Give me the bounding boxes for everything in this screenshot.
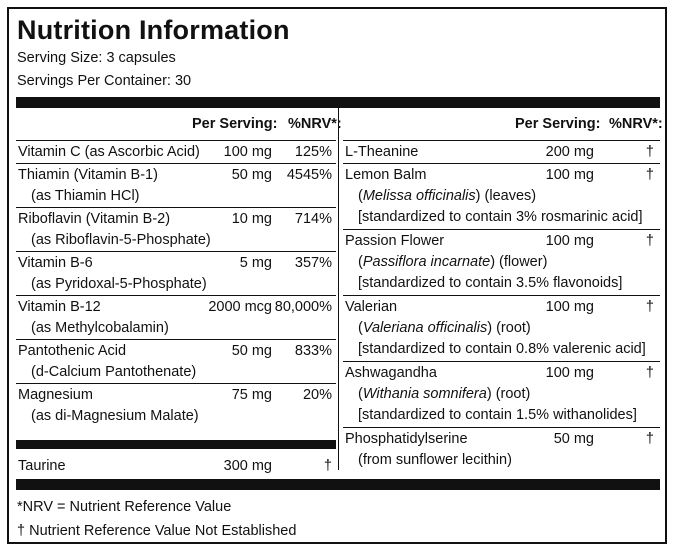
table-row: Vitamin C (as Ascorbic Acid) 100 mg 125% bbox=[16, 141, 336, 164]
table-row: Riboflavin (Vitamin B-2) (as Riboflavin-… bbox=[16, 208, 336, 252]
page-title: Nutrition Information bbox=[17, 15, 290, 45]
plant-part: (leaves) bbox=[480, 188, 537, 204]
nutrient-amount: 50 mg bbox=[231, 343, 272, 359]
nutrient-nrv: 833% bbox=[294, 343, 332, 359]
latin-name: Melissa officinalis bbox=[362, 188, 476, 204]
ingredient-source: (Valeriana officinalis) (root) bbox=[358, 320, 531, 336]
ingredient-source: (Passiflora incarnate) (flower) bbox=[358, 254, 548, 270]
nutrient-amount: 50 mg bbox=[231, 167, 272, 183]
plant-part: (root) bbox=[492, 320, 531, 336]
standardization: [standardized to contain 3% rosmarinic a… bbox=[358, 209, 643, 225]
table-row: Passion Flower (Passiflora incarnate) (f… bbox=[343, 230, 660, 296]
table-row: Lemon Balm (Melissa officinalis) (leaves… bbox=[343, 164, 660, 230]
table-row: Vitamin B-12 (as Methylcobalamin) 2000 m… bbox=[16, 296, 336, 340]
nutrient-nrv: 714% bbox=[294, 211, 332, 227]
nutrient-name: Vitamin B-6 bbox=[18, 255, 93, 271]
ingredient-name: Valerian bbox=[345, 299, 398, 315]
nutrient-name: Riboflavin (Vitamin B-2) bbox=[18, 211, 171, 227]
nutrient-nrv: 80,000% bbox=[274, 299, 332, 315]
ingredient-amount: 100 mg bbox=[545, 167, 594, 183]
left-column: Per Serving: %NRV*: Vitamin C (as Ascorb… bbox=[16, 108, 342, 428]
middle-divider-bar bbox=[16, 440, 336, 449]
bottom-divider-bar bbox=[16, 479, 660, 490]
nutrient-detail: (as Thiamin HCl) bbox=[31, 188, 140, 204]
nutrient-nrv: 4545% bbox=[286, 167, 332, 183]
nutrient-nrv: 20% bbox=[302, 387, 332, 403]
servings-per-container: Servings Per Container: 30 bbox=[17, 73, 192, 89]
right-column: Per Serving: %NRV*: L-Theanine 200 mg † … bbox=[343, 108, 663, 472]
standardization: [standardized to contain 1.5% withanolid… bbox=[358, 407, 637, 423]
ingredient-name: Ashwagandha bbox=[345, 365, 437, 381]
table-row: Vitamin B-6 (as Pyridoxal-5-Phosphate) 5… bbox=[16, 252, 336, 296]
nutrient-amount: 75 mg bbox=[231, 387, 272, 403]
nutrient-name: Taurine bbox=[18, 458, 66, 474]
table-row: Phosphatidylserine (from sunflower lecit… bbox=[343, 428, 660, 472]
nutrient-nrv: † bbox=[323, 458, 332, 474]
standardization: [standardized to contain 0.8% valerenic … bbox=[358, 341, 646, 357]
ingredient-name: Lemon Balm bbox=[345, 167, 427, 183]
ingredient-nrv: † bbox=[645, 431, 654, 447]
left-header-row: Per Serving: %NRV*: bbox=[16, 108, 342, 141]
footnote-dagger: † Nutrient Reference Value Not Establish… bbox=[17, 523, 297, 539]
per-serving-header: Per Serving: bbox=[192, 116, 278, 132]
nutrient-detail: (as Riboflavin-5-Phosphate) bbox=[31, 232, 211, 248]
nutrient-name: Magnesium bbox=[18, 387, 93, 403]
ingredient-detail: (from sunflower lecithin) bbox=[358, 452, 512, 468]
ingredient-nrv: † bbox=[645, 144, 654, 160]
nutrient-amount: 300 mg bbox=[223, 458, 272, 474]
nutrient-nrv: 125% bbox=[294, 144, 332, 160]
nutrient-name: Thiamin (Vitamin B-1) bbox=[18, 167, 158, 183]
column-divider bbox=[338, 108, 339, 470]
ingredient-amount: 100 mg bbox=[545, 233, 594, 249]
standardization: [standardized to contain 3.5% flavonoids… bbox=[358, 275, 623, 291]
ingredient-name: Phosphatidylserine bbox=[345, 431, 468, 447]
ingredient-nrv: † bbox=[645, 365, 654, 381]
latin-name: Withania somnifera bbox=[362, 386, 487, 402]
ingredient-nrv: † bbox=[645, 167, 654, 183]
nutrition-panel: Nutrition Information Serving Size: 3 ca… bbox=[7, 7, 667, 544]
ingredient-source: (Withania somnifera) (root) bbox=[358, 386, 531, 402]
nutrient-amount: 2000 mcg bbox=[208, 299, 272, 315]
nutrient-detail: (as di-Magnesium Malate) bbox=[31, 408, 199, 424]
nutrient-amount: 100 mg bbox=[223, 144, 272, 160]
nrv-header: %NRV*: bbox=[288, 116, 342, 132]
table-row: Valerian (Valeriana officinalis) (root) … bbox=[343, 296, 660, 362]
nutrient-detail: (as Methylcobalamin) bbox=[31, 320, 169, 336]
nutrient-name: Vitamin B-12 bbox=[18, 299, 101, 315]
ingredient-amount: 100 mg bbox=[545, 365, 594, 381]
table-row: Magnesium (as di-Magnesium Malate) 75 mg… bbox=[16, 384, 336, 428]
nutrient-detail: (as Pyridoxal-5-Phosphate) bbox=[31, 276, 207, 292]
per-serving-header: Per Serving: bbox=[515, 116, 601, 132]
nutrient-name: Vitamin C (as Ascorbic Acid) bbox=[18, 144, 200, 160]
plant-part: (root) bbox=[491, 386, 531, 402]
table-row: L-Theanine 200 mg † bbox=[343, 141, 660, 164]
table-row: Pantothenic Acid (d-Calcium Pantothenate… bbox=[16, 340, 336, 384]
right-header-row: Per Serving: %NRV*: bbox=[343, 108, 663, 141]
table-row: Thiamin (Vitamin B-1) (as Thiamin HCl) 5… bbox=[16, 164, 336, 208]
table-row: Taurine 300 mg † bbox=[16, 449, 336, 477]
serving-size: Serving Size: 3 capsules bbox=[17, 50, 176, 66]
nutrient-nrv: 357% bbox=[294, 255, 332, 271]
nutrient-amount: 5 mg bbox=[239, 255, 272, 271]
ingredient-nrv: † bbox=[645, 233, 654, 249]
latin-name: Passiflora incarnate bbox=[362, 254, 491, 270]
nutrient-detail: (d-Calcium Pantothenate) bbox=[31, 364, 197, 380]
top-divider-bar bbox=[16, 97, 660, 108]
nrv-header: %NRV*: bbox=[609, 116, 663, 132]
ingredient-amount: 50 mg bbox=[553, 431, 594, 447]
ingredient-nrv: † bbox=[645, 299, 654, 315]
nutrient-name: Pantothenic Acid bbox=[18, 343, 127, 359]
ingredient-name: L-Theanine bbox=[345, 144, 419, 160]
ingredient-amount: 200 mg bbox=[545, 144, 594, 160]
ingredient-amount: 100 mg bbox=[545, 299, 594, 315]
table-row: Ashwagandha (Withania somnifera) (root) … bbox=[343, 362, 660, 428]
ingredient-name: Passion Flower bbox=[345, 233, 445, 249]
taurine-section: Taurine 300 mg † bbox=[16, 449, 336, 477]
latin-name: Valeriana officinalis bbox=[362, 320, 488, 336]
footnote-nrv: *NRV = Nutrient Reference Value bbox=[17, 499, 232, 515]
plant-part: (flower) bbox=[495, 254, 548, 270]
nutrient-amount: 10 mg bbox=[231, 211, 272, 227]
ingredient-source: (Melissa officinalis) (leaves) bbox=[358, 188, 537, 204]
